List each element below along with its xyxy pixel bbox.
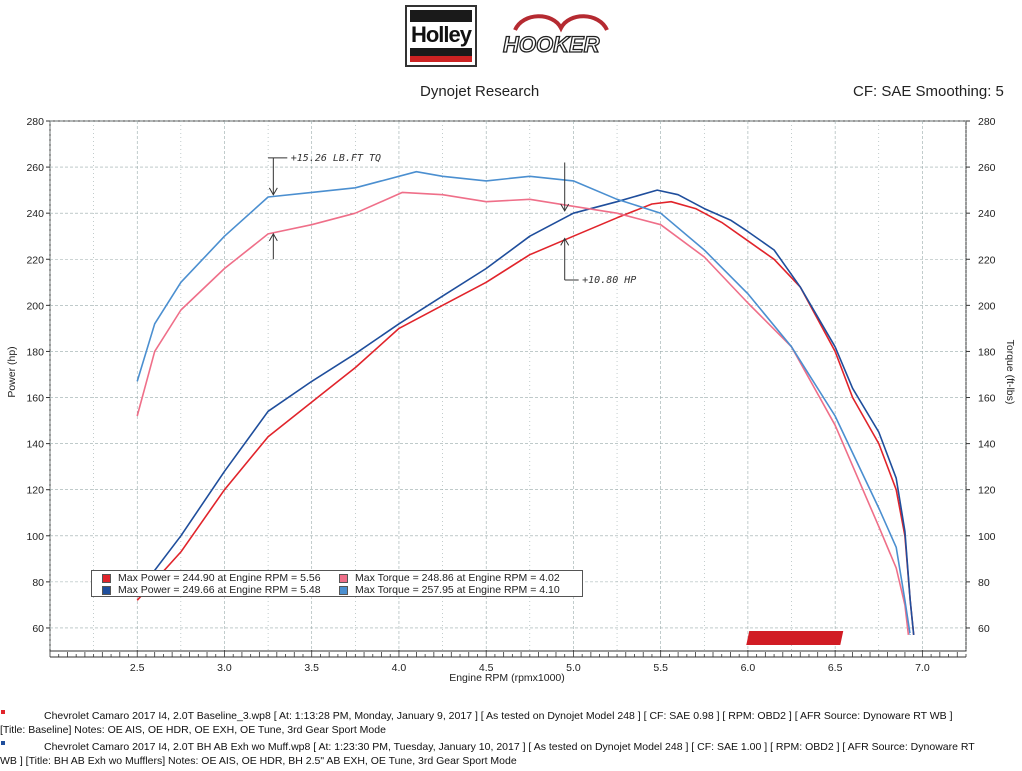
run-color-marker [1, 741, 5, 745]
run-color-marker [1, 710, 5, 714]
annotation-arrowhead [560, 203, 570, 212]
x-tick-label: 5.0 [566, 662, 581, 674]
chart-header-title: Dynojet Research [420, 83, 540, 100]
x-tick-label: 6.5 [828, 662, 843, 674]
y-tick-label-left: 140 [26, 439, 44, 451]
y-tick-label-right: 140 [978, 439, 996, 451]
y-tick-label-left: 160 [26, 393, 44, 405]
run-info-exhaust: Chevrolet Camaro 2017 I4, 2.0T BH AB Exh… [0, 740, 1022, 768]
annotation-arrowhead [560, 237, 570, 246]
dyno-chart: 60 60 80 80 100 100 120 120 140 140 160 160 180 180 20… [6, 116, 1016, 684]
run-info-baseline: Chevrolet Camaro 2017 I4, 2.0T Baseline_… [0, 709, 1022, 737]
x-tick-label: 2.5 [130, 662, 145, 674]
x-tick-label: 3.0 [217, 662, 232, 674]
legend-item-power-baseline: Max Power = 244.90 at Engine RPM = 5.56 [102, 572, 321, 585]
holley-logo-text: Holley [409, 22, 473, 48]
x-tick-label: 3.5 [304, 662, 319, 674]
x-axis-label: Engine RPM (rpmx1000) [449, 672, 565, 684]
series-line-1 [136, 189, 915, 635]
legend-swatch [339, 574, 348, 583]
legend-label: Max Torque = 248.86 at Engine RPM = 4.02 [355, 572, 560, 584]
annotation-power-gain: +10.80 HP [582, 275, 636, 286]
chart-series [136, 170, 915, 636]
y-tick-label-right: 120 [978, 485, 996, 497]
series-line-3 [136, 170, 911, 636]
x-tick-label: 4.5 [479, 662, 494, 674]
series-line-0 [136, 200, 915, 635]
run-info-notes: WB ] [Title: BH AB Exh wo Mufflers] Note… [0, 755, 517, 767]
annotation-arrowhead [268, 187, 278, 196]
dynojet-watermark-text: Dynojet [878, 631, 923, 645]
y-tick-label-right: 240 [978, 208, 996, 220]
correction-factor-info: CF: SAE Smoothing: 5 [853, 83, 1004, 100]
y-axis-label-left: Power (hp) [6, 346, 18, 397]
y-tick-label-left: 100 [26, 531, 44, 543]
run-info-line: Chevrolet Camaro 2017 I4, 2.0T Baseline_… [44, 710, 953, 722]
y-tick-label-left: 120 [26, 485, 44, 497]
chart-legend: Max Power = 244.90 at Engine RPM = 5.56 … [91, 570, 583, 597]
series-line-2 [136, 191, 910, 635]
y-tick-label-right: 60 [978, 623, 990, 635]
chart-annotations: +15.26 LB.FT TQ +10.80 HP Dynojet [268, 153, 923, 645]
y-tick-label-left: 200 [26, 300, 44, 312]
chart-axes: 60 60 80 80 100 100 120 120 140 140 160 160 180 180 20… [26, 116, 995, 674]
legend-label: Max Power = 244.90 at Engine RPM = 5.56 [118, 572, 321, 584]
y-tick-label-right: 180 [978, 346, 996, 358]
y-tick-label-right: 260 [978, 162, 996, 174]
run-info-notes: [Title: Baseline] Notes: OE AIS, OE HDR,… [0, 724, 386, 736]
legend-label: Max Torque = 257.95 at Engine RPM = 4.10 [355, 584, 560, 596]
y-tick-label-left: 240 [26, 208, 44, 220]
dynojet-watermark-badge [746, 631, 844, 645]
legend-item-torque-exhaust: Max Torque = 257.95 at Engine RPM = 4.10 [339, 584, 560, 597]
annotation-arrowhead [268, 232, 278, 242]
x-tick-label: 6.0 [741, 662, 756, 674]
y-tick-label-right: 200 [978, 300, 996, 312]
annotation-torque-gain: +15.26 LB.FT TQ [291, 153, 381, 164]
y-tick-label-left: 220 [26, 254, 44, 266]
x-tick-label: 4.0 [392, 662, 407, 674]
legend-swatch [102, 586, 111, 595]
y-tick-label-right: 100 [978, 531, 996, 543]
legend-swatch [339, 586, 348, 595]
hooker-logo: HOOKER [502, 14, 609, 58]
y-tick-label-right: 220 [978, 254, 996, 266]
legend-item-torque-baseline: Max Torque = 248.86 at Engine RPM = 4.02 [339, 572, 560, 585]
y-tick-label-left: 60 [32, 623, 44, 635]
y-tick-label-left: 80 [32, 577, 44, 589]
holley-logo: Holley [405, 5, 477, 67]
y-tick-label-right: 280 [978, 116, 996, 128]
y-tick-label-left: 280 [26, 116, 44, 128]
x-tick-label: 5.5 [653, 662, 668, 674]
y-axis-label-right: Torque (ft-lbs) [1004, 340, 1016, 405]
y-tick-label-right: 160 [978, 393, 996, 405]
y-tick-label-right: 80 [978, 577, 990, 589]
hooker-logo-text: HOOKER [503, 32, 600, 57]
run-info-line: Chevrolet Camaro 2017 I4, 2.0T BH AB Exh… [44, 741, 975, 753]
x-tick-label: 7.0 [915, 662, 930, 674]
legend-swatch [102, 574, 111, 583]
legend-label: Max Power = 249.66 at Engine RPM = 5.48 [118, 584, 321, 596]
y-tick-label-left: 260 [26, 162, 44, 174]
y-tick-label-left: 180 [26, 346, 44, 358]
legend-item-power-exhaust: Max Power = 249.66 at Engine RPM = 5.48 [102, 584, 321, 597]
